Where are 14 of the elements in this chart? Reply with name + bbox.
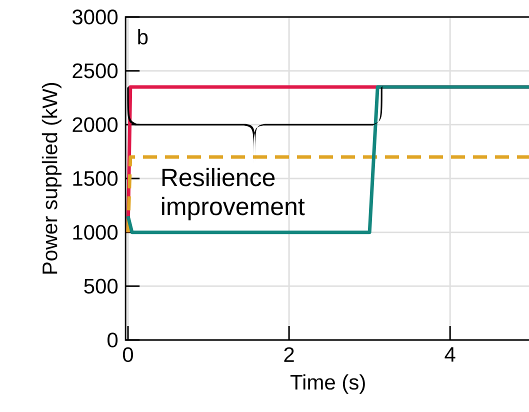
y-tick-label: 2500 [72, 63, 118, 78]
y-tick-label: 3000 [72, 10, 118, 24]
y-tick-label: 0 [108, 332, 118, 348]
annotation: Resilience improvement [162, 168, 305, 220]
y-axis-title: Power supplied (kW) [42, 82, 62, 274]
x-tick-label: 0 [122, 347, 134, 362]
annotation: b [138, 29, 148, 44]
y-tick-label: 500 [84, 278, 118, 294]
x-tick-label: 4 [444, 347, 456, 362]
y-tick-label: 1500 [73, 171, 118, 186]
y-tick-label: 2000 [72, 117, 118, 132]
x-axis-title: Time (s) [290, 374, 365, 394]
x-tick-label: 2 [284, 347, 294, 362]
y-tick-label: 1000 [73, 224, 118, 240]
